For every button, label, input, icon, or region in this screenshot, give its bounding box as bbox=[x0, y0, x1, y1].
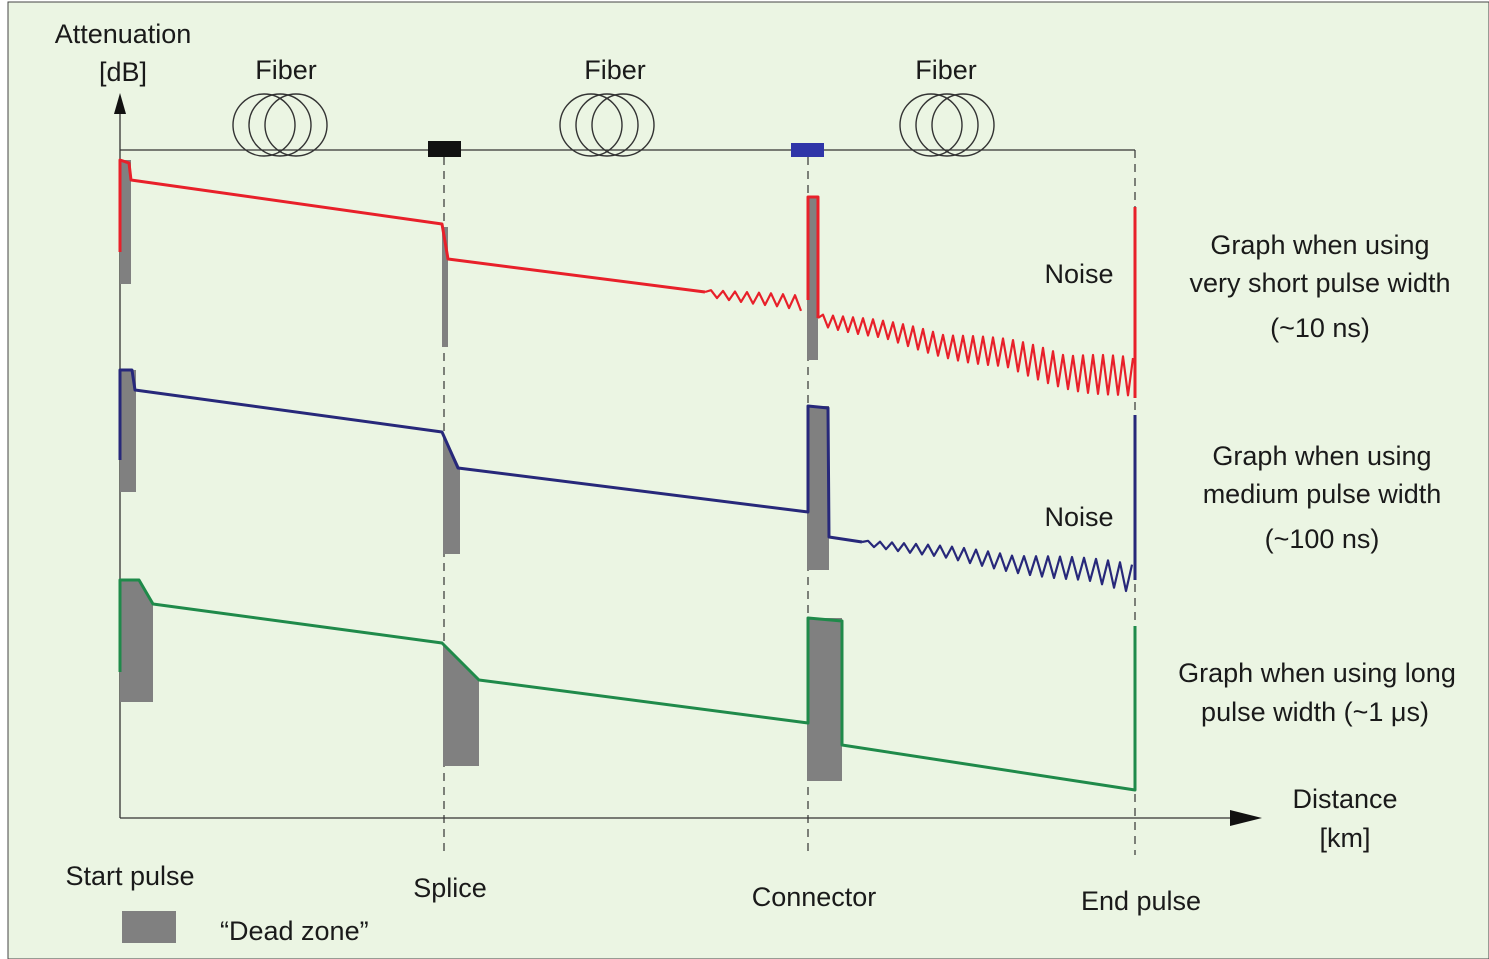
event-label-start: Start pulse bbox=[65, 861, 194, 891]
dead-zone-short-splice bbox=[442, 227, 448, 347]
y-axis-arrowhead bbox=[114, 93, 126, 114]
x-axis-arrowhead bbox=[1230, 810, 1262, 826]
noise-medium-pulse bbox=[861, 539, 1134, 593]
fiber-label: Fiber bbox=[584, 55, 646, 85]
event-label-splice: Splice bbox=[413, 873, 487, 903]
dead-zone-short-connector bbox=[807, 197, 818, 360]
trace-label-medium-line1: Graph when using bbox=[1212, 441, 1431, 471]
trace-short-pulse-connector bbox=[806, 195, 820, 318]
trace-label-medium-line3: (~100 ns) bbox=[1265, 524, 1380, 554]
trace-label-long-line1: Graph when using long bbox=[1178, 658, 1456, 688]
noise-short-pulse-after-connector bbox=[817, 313, 1135, 397]
trace-label-long-line2: pulse width (~1 μs) bbox=[1201, 697, 1429, 727]
event-label-connector: Connector bbox=[752, 882, 877, 912]
trace-label-short-line2: very short pulse width bbox=[1189, 268, 1450, 298]
x-axis-label: Distance bbox=[1292, 784, 1397, 814]
x-axis-unit: [km] bbox=[1320, 823, 1371, 853]
trace-label-medium-line2: medium pulse width bbox=[1203, 479, 1442, 509]
dead-zone-medium-connector bbox=[807, 406, 829, 570]
trace-short-pulse bbox=[118, 158, 706, 294]
trace-label-short-line1: Graph when using bbox=[1210, 230, 1429, 260]
dead-zone-legend-label: “Dead zone” bbox=[220, 916, 369, 946]
trace-long-pulse bbox=[118, 578, 1137, 792]
diagram-background bbox=[7, 1, 1489, 959]
dead-zone-long-start bbox=[120, 580, 153, 702]
splice-marker bbox=[428, 141, 461, 157]
noise-short-pulse-before-connector bbox=[704, 289, 803, 312]
fiber-label: Fiber bbox=[915, 55, 977, 85]
dead-zone-legend-swatch bbox=[122, 911, 176, 943]
dead-zone-long-connector bbox=[807, 618, 842, 781]
dead-zone-medium-start bbox=[120, 370, 136, 492]
noise-label-medium: Noise bbox=[1044, 502, 1113, 532]
noise-label-short: Noise bbox=[1044, 259, 1113, 289]
trace-label-short-line3: (~10 ns) bbox=[1270, 313, 1370, 343]
dead-zone-short-start bbox=[120, 160, 131, 284]
event-label-end: End pulse bbox=[1081, 886, 1201, 916]
y-axis-label: Attenuation bbox=[55, 19, 192, 49]
connector-marker bbox=[791, 143, 824, 157]
dead-zone-long-splice bbox=[443, 643, 479, 766]
trace-medium-pulse bbox=[118, 368, 863, 544]
y-axis-unit: [dB] bbox=[99, 57, 147, 87]
fiber-label: Fiber bbox=[255, 55, 317, 85]
